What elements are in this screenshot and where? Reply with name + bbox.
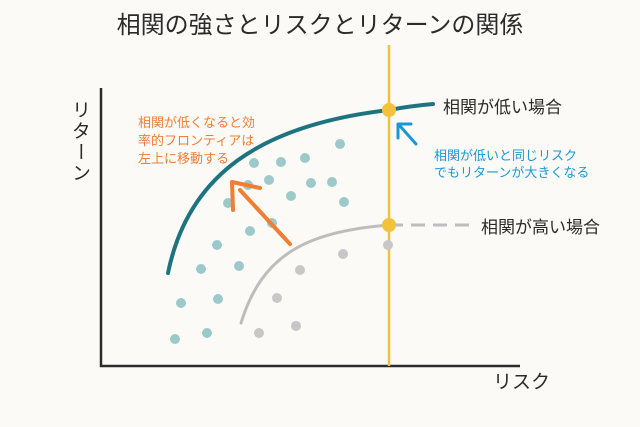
gray-dot	[383, 240, 393, 250]
note-line: 左上に移動する	[138, 152, 229, 167]
gray-dot	[295, 265, 305, 275]
teal-dot	[335, 139, 345, 149]
arrow-up-left-icon	[230, 180, 292, 246]
high-correlation-frontier	[239, 223, 391, 325]
teal-dot	[196, 264, 206, 274]
note-line: でもリターンが大きくなる	[434, 166, 589, 181]
frontier-shift-note: 相関が低くなると効 率的フロンティアは 左上に移動する	[138, 116, 255, 167]
gray-dot	[291, 321, 301, 331]
teal-dot	[276, 157, 286, 167]
teal-dot-group	[170, 139, 349, 344]
high-correlation-marker	[382, 218, 396, 232]
note-line: 相関が低いと同じリスク	[434, 149, 577, 164]
teal-dot	[234, 261, 244, 271]
x-axis-label: リスク	[493, 371, 550, 393]
teal-dot	[306, 178, 316, 188]
same-risk-note: 相関が低いと同じリスク でもリターンが大きくなる	[434, 149, 589, 181]
teal-dot	[223, 198, 233, 208]
teal-dot	[212, 240, 222, 250]
teal-dot	[245, 226, 255, 236]
teal-dot	[213, 294, 223, 304]
note-line: 相関が低くなると効	[138, 116, 255, 131]
teal-dot	[249, 158, 259, 168]
low-correlation-label: 相関が低い場合	[443, 98, 562, 118]
y-axis-label: リターン	[69, 100, 91, 184]
gray-dot	[254, 328, 264, 338]
teal-dot	[170, 334, 180, 344]
low-correlation-marker	[382, 103, 396, 117]
teal-dot	[339, 197, 349, 207]
teal-dot	[176, 298, 186, 308]
gray-dot	[338, 249, 348, 259]
gray-dot	[272, 293, 282, 303]
teal-dot	[286, 191, 296, 201]
low-correlation-frontier	[166, 102, 435, 275]
teal-dot	[327, 177, 337, 187]
arrow-up-left-icon	[396, 122, 418, 146]
teal-dot	[300, 153, 310, 163]
teal-dot	[264, 175, 274, 185]
teal-dot	[202, 328, 212, 338]
note-line: 率的フロンティアは	[138, 133, 254, 149]
high-correlation-label: 相関が高い場合	[481, 218, 600, 238]
gray-dot-group	[254, 240, 393, 338]
title: 相関の強さとリスクとリターンの関係	[117, 11, 524, 39]
